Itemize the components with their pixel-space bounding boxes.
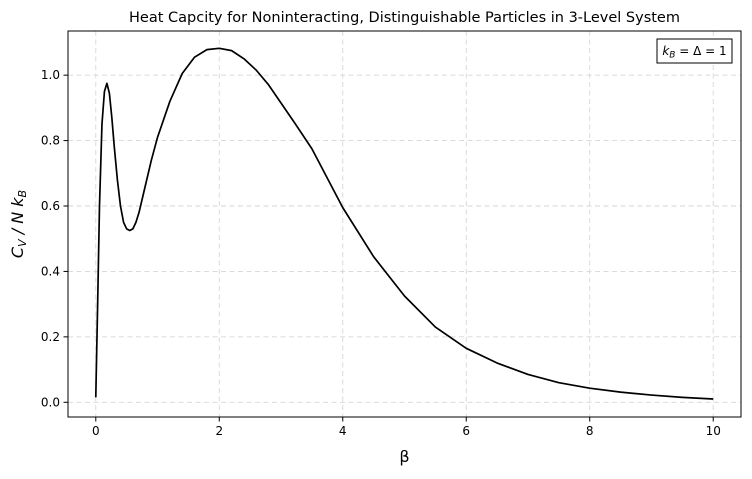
y-tick-label: 0.4 [41, 264, 60, 278]
y-tick-label: 0.8 [41, 134, 60, 148]
y-label-mid: / N k [8, 197, 27, 240]
x-tick-label: 4 [339, 424, 347, 438]
axes-frame [67, 30, 742, 418]
y-tick-label: 0.0 [41, 395, 60, 409]
x-tick-label: 2 [215, 424, 223, 438]
annotation-k: k [662, 44, 670, 58]
x-tick-label: 6 [462, 424, 470, 438]
y-tick-label: 1.0 [41, 68, 60, 82]
y-axis-label: CV / N kB [8, 190, 29, 258]
annotation-box: kB = Δ = 1 [656, 38, 733, 64]
y-tick-label: 0.6 [41, 199, 60, 213]
axis-ticks: 0 2 4 6 8 10 0.0 0.2 0.4 0.6 0.8 1.0 [41, 68, 721, 438]
annotation-sub-b: B [669, 51, 675, 61]
annotation-rest: = Δ = 1 [675, 44, 726, 58]
x-axis-label: β [399, 447, 409, 466]
heat-capacity-line [94, 47, 714, 400]
x-tick-label: 10 [706, 424, 721, 438]
annotation-text: kB = Δ = 1 [662, 44, 726, 61]
x-tick-label: 0 [92, 424, 100, 438]
annotation-frame [656, 38, 733, 64]
y-tick-label: 0.2 [41, 330, 60, 344]
y-label-c: C [8, 246, 27, 258]
x-tick-label: 8 [586, 424, 594, 438]
grid [68, 31, 741, 417]
plot-series [94, 47, 714, 400]
y-label-sub-v: V [16, 238, 29, 247]
y-label-sub-b: B [16, 190, 29, 198]
chart-title: Heat Capcity for Noninteracting, Disting… [129, 10, 680, 26]
